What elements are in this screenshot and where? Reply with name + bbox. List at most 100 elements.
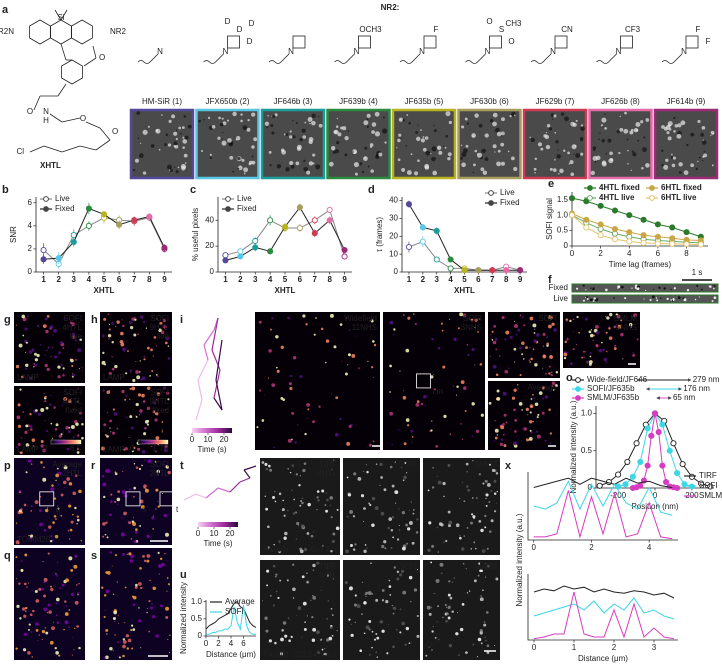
texture	[161, 429, 163, 431]
texture	[519, 314, 522, 317]
texture	[28, 582, 30, 584]
atom-label: CF3	[625, 25, 641, 34]
texture	[505, 421, 508, 424]
x-tick-label: 5	[102, 275, 107, 284]
x-tick-label: 9	[342, 275, 347, 284]
texture	[326, 617, 329, 620]
texture	[381, 589, 385, 592]
texture	[371, 523, 375, 528]
texture	[15, 540, 20, 545]
texture	[132, 595, 137, 600]
texture	[356, 335, 358, 337]
texture	[288, 382, 292, 386]
texture	[110, 493, 113, 496]
texture	[410, 501, 412, 503]
atom-label: XHTL	[40, 161, 61, 170]
inset-label: t	[176, 505, 179, 514]
legend-marker	[575, 386, 581, 392]
image-label: LAMP	[17, 373, 39, 382]
data-point	[85, 222, 92, 229]
texture	[536, 333, 540, 337]
data-point	[697, 241, 704, 248]
axis-line	[401, 197, 527, 273]
texture	[139, 371, 141, 373]
texture	[510, 428, 512, 430]
texture	[159, 604, 163, 608]
texture	[289, 374, 293, 378]
bond	[92, 45, 97, 59]
texture	[177, 166, 180, 169]
texture	[155, 634, 159, 638]
texture	[412, 508, 415, 511]
texture	[477, 574, 480, 577]
dye-name: HM-SiR (1)	[142, 97, 182, 106]
texture	[167, 470, 171, 475]
texture	[136, 375, 141, 380]
texture	[390, 546, 393, 549]
texture	[264, 495, 267, 498]
texture	[311, 615, 314, 619]
colorbar-tick-label: 20	[220, 435, 229, 444]
trajectory	[243, 465, 257, 471]
x-tick-label: 3	[253, 275, 258, 284]
trajectory	[203, 329, 215, 346]
texture	[350, 623, 352, 625]
texture	[645, 163, 650, 168]
texture	[468, 590, 471, 592]
atom-label: R2N	[0, 27, 14, 36]
texture	[55, 423, 59, 427]
texture	[484, 526, 487, 529]
texture	[505, 330, 510, 335]
data-point	[659, 421, 666, 428]
legend-label: Live	[55, 194, 70, 203]
texture	[304, 432, 307, 436]
texture	[324, 648, 326, 650]
texture	[179, 132, 182, 135]
image-label: 4HTL	[62, 397, 82, 406]
texture	[351, 354, 356, 358]
texture	[287, 617, 290, 620]
texture	[44, 395, 47, 399]
series-line	[571, 197, 701, 238]
texture	[40, 408, 45, 413]
texture	[480, 528, 484, 533]
texture	[447, 593, 451, 597]
texture	[77, 434, 80, 437]
texture	[105, 655, 109, 660]
texture	[131, 317, 135, 321]
texture	[102, 482, 107, 487]
texture	[304, 621, 306, 623]
texture	[51, 346, 54, 348]
texture	[552, 168, 557, 173]
texture	[407, 316, 411, 320]
texture	[132, 522, 137, 526]
texture	[309, 122, 311, 125]
texture	[40, 444, 44, 448]
texture	[534, 402, 539, 407]
texture	[61, 583, 65, 587]
texture	[38, 413, 41, 416]
texture	[415, 131, 419, 134]
texture	[27, 443, 29, 445]
texture	[129, 415, 133, 419]
texture	[381, 629, 385, 633]
texture	[162, 493, 164, 495]
texture	[332, 614, 334, 616]
texture	[274, 641, 277, 645]
texture	[632, 353, 636, 357]
texture	[125, 634, 130, 638]
texture	[442, 616, 444, 619]
texture	[619, 127, 624, 132]
x-tick-label: 2	[238, 275, 243, 284]
trajectory	[211, 317, 219, 351]
texture	[631, 287, 633, 289]
texture	[672, 156, 677, 160]
legend-label: SMLM/JF635b	[587, 393, 640, 402]
texture	[55, 574, 58, 577]
texture	[569, 319, 572, 323]
texture	[27, 429, 29, 431]
texture	[667, 121, 673, 127]
x-tick-label: 4	[268, 275, 273, 284]
texture	[72, 373, 74, 375]
